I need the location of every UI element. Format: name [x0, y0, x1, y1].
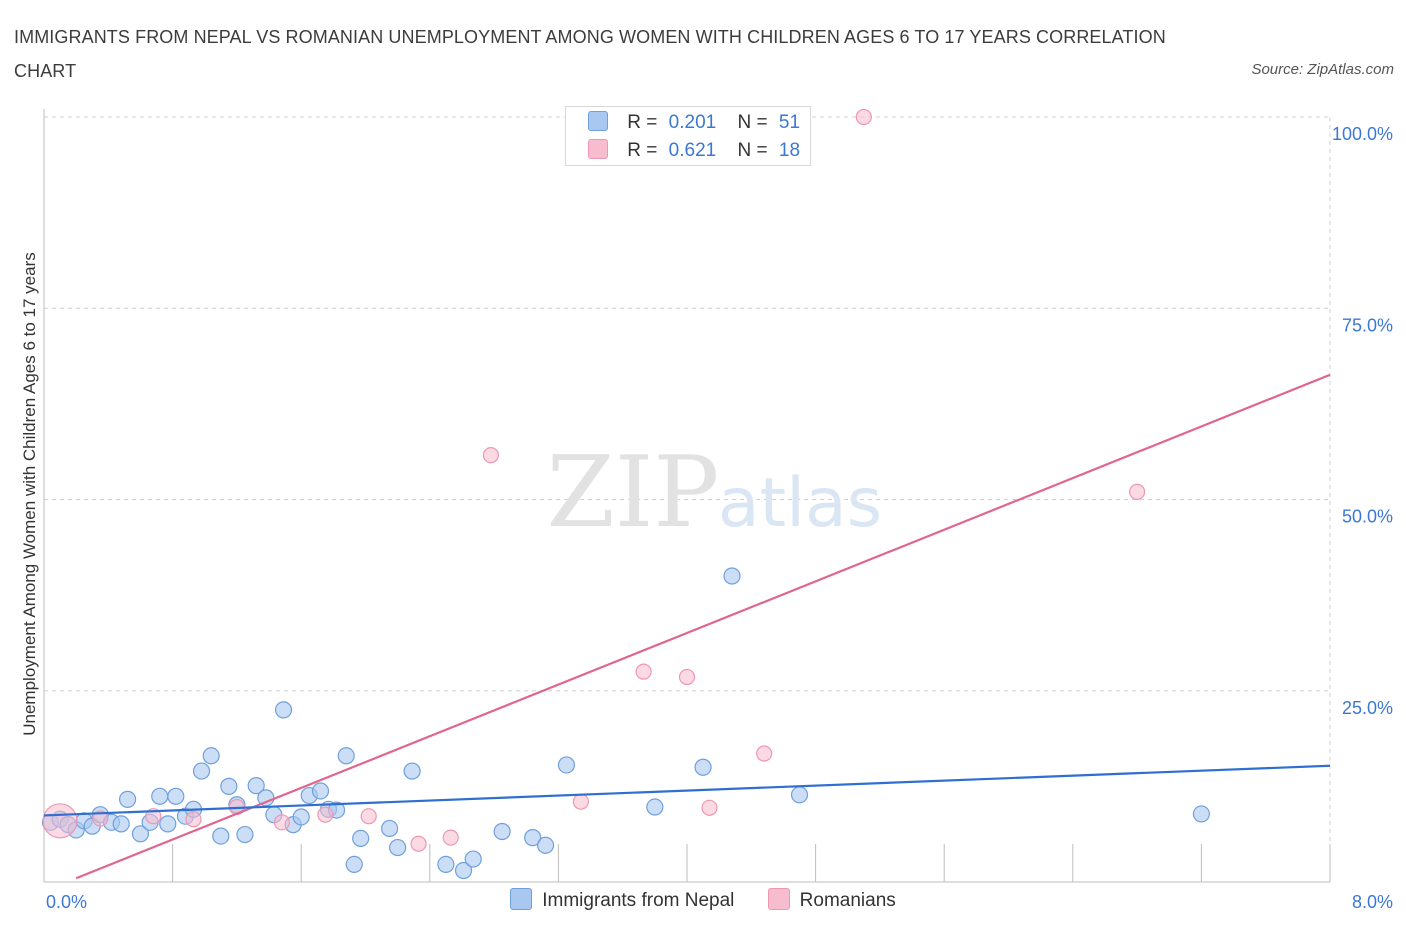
series-romanian-points: [42, 108, 1146, 852]
nepal-point: [212, 827, 230, 845]
nepal-point: [236, 825, 254, 844]
romanian-point: [572, 793, 590, 810]
nepal-point: [464, 850, 482, 868]
y-tick-label: 50.0%: [1342, 507, 1393, 527]
nepal-point: [167, 787, 185, 805]
n-value: 18: [778, 140, 801, 161]
n-value: 51: [778, 112, 801, 133]
romanian-point: [1128, 483, 1146, 500]
nepal-point: [790, 786, 809, 804]
series-nepal-points: [41, 567, 1211, 880]
nepal-point: [694, 758, 712, 776]
romanian-point: [42, 803, 78, 839]
nepal-point: [151, 787, 169, 805]
nepal-point: [454, 861, 473, 880]
y-tick-label: 25.0%: [1342, 698, 1393, 718]
nepal-swatch: [588, 111, 608, 131]
nepal-point: [536, 836, 555, 854]
axis-layer: [43, 109, 1331, 883]
nepal-point: [389, 838, 407, 857]
nepal-point: [646, 798, 664, 816]
nepal-point: [202, 747, 220, 765]
series-legend: Immigrants from Nepal Romanians: [0, 888, 1406, 912]
r-label: R =: [627, 112, 658, 133]
romanian-point: [701, 799, 718, 816]
trend-layer: [43, 373, 1331, 880]
source-label: Source: ZipAtlas.com: [1251, 61, 1394, 78]
x-tick-label: 0.0%: [46, 892, 87, 912]
tick-labels: 25.0% 50.0% 75.0% 100.0% 0.0% 8.0%: [46, 124, 1393, 912]
legend-item-romanians[interactable]: Romanians: [767, 888, 896, 912]
legend-item-nepal[interactable]: Immigrants from Nepal: [510, 888, 734, 912]
romanian-point: [756, 745, 773, 762]
nepal-point: [524, 829, 542, 847]
nepal-point: [493, 822, 511, 841]
nepal-point: [723, 567, 741, 585]
watermark-zip: ZIP: [547, 436, 720, 550]
watermark-atlas: atlas: [718, 464, 882, 543]
nepal-point: [131, 825, 150, 843]
nepal-trend-line: [43, 764, 1331, 817]
legend-label-romanians: Romanians: [799, 890, 896, 911]
correlation-legend: R = 0.201 N = 51 R = 0.621 N = 18: [565, 106, 811, 166]
y-tick-label: 100.0%: [1332, 124, 1393, 144]
nepal-point: [159, 815, 177, 833]
x-tick-label: 8.0%: [1352, 892, 1393, 912]
nepal-legend-swatch: [510, 888, 533, 910]
romanian-point: [185, 811, 202, 828]
romanian-point: [273, 814, 291, 831]
romanian-legend-swatch: [767, 888, 790, 910]
nepal-point: [345, 855, 363, 874]
r-label: R =: [627, 140, 658, 161]
nepal-point: [557, 756, 576, 774]
romanian-point: [442, 829, 459, 846]
romanian-point: [855, 108, 872, 126]
romanian-point: [410, 835, 427, 852]
legend-row-romanian: R = 0.621 N = 18: [588, 139, 800, 167]
romanian-point: [92, 810, 109, 827]
romanian-swatch: [588, 139, 608, 159]
nepal-point: [220, 777, 238, 795]
n-label: N =: [737, 112, 768, 133]
nepal-point: [118, 790, 137, 808]
romanian-point: [482, 447, 499, 464]
y-axis-label: Unemployment Among Women with Children A…: [20, 252, 39, 736]
nepal-point: [112, 815, 130, 833]
y-tick-label: 75.0%: [1342, 315, 1393, 335]
nepal-point: [274, 701, 293, 719]
nepal-point: [311, 782, 330, 800]
nepal-point: [247, 777, 265, 795]
chart-title: IMMIGRANTS FROM NEPAL VS ROMANIAN UNEMPL…: [14, 27, 1166, 81]
romanian-point: [635, 663, 652, 680]
romanian-trend-line: [75, 373, 1331, 880]
r-value: 0.621: [668, 140, 717, 161]
n-label: N =: [737, 140, 768, 161]
nepal-point: [292, 808, 310, 826]
romanian-point: [360, 808, 377, 825]
nepal-point: [403, 762, 421, 780]
nepal-point: [337, 747, 355, 765]
nepal-point: [192, 762, 211, 780]
legend-row-nepal: R = 0.201 N = 51: [588, 111, 800, 139]
romanian-point: [317, 806, 334, 823]
nepal-point: [1192, 805, 1211, 823]
romanian-point: [678, 668, 696, 686]
legend-label-nepal: Immigrants from Nepal: [542, 890, 735, 911]
nepal-point: [381, 819, 399, 838]
nepal-point: [437, 855, 455, 874]
nepal-point: [352, 829, 370, 847]
r-value: 0.201: [668, 112, 717, 133]
